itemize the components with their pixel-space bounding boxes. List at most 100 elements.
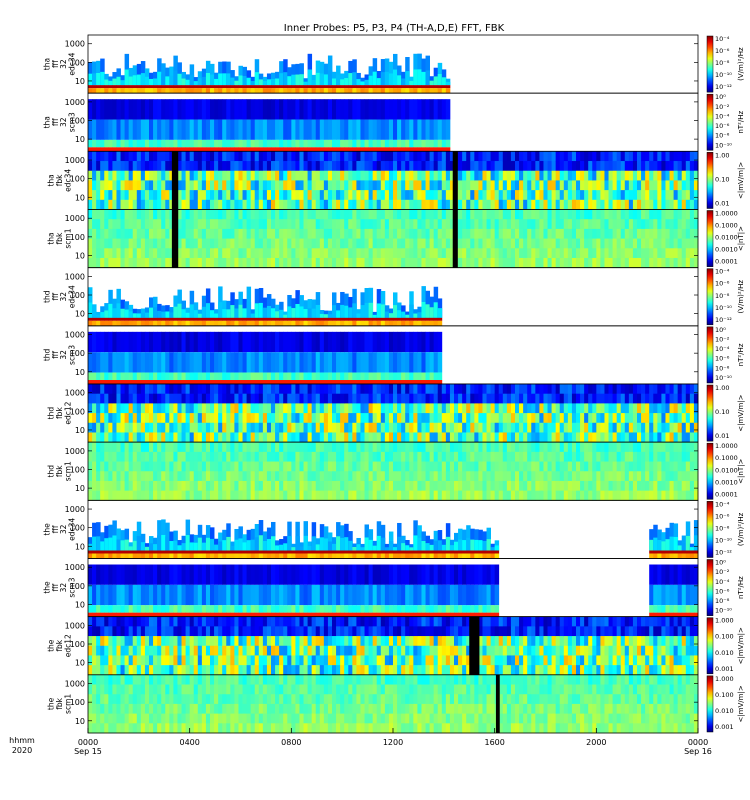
colorbar-unit: (V/m)²/Hz [737, 47, 745, 81]
colorbar-tick-label: 0.0001 [715, 258, 738, 266]
colorbar-tick-label: 10⁻¹⁰ [715, 71, 732, 79]
colorbar-tick-label: 10⁻² [715, 568, 730, 576]
colorbar-tick-label: 10⁻¹² [715, 83, 732, 91]
colorbar-tick-label: 0.0010 [715, 246, 738, 254]
colorbar-unit: nT²/Hz [737, 576, 745, 599]
colorbar-tick-label: 10⁻¹⁰ [715, 304, 732, 312]
colorbar-tick-label: 10⁰ [715, 93, 726, 101]
colorbar-tick-label: 0.0100 [715, 234, 738, 242]
x-tick-label: 1200 [383, 738, 403, 747]
freq-tick-label: 1000 [65, 447, 85, 456]
colorbar-tick-label: 10⁻⁴ [715, 112, 730, 120]
freq-tick-label: 100 [70, 466, 85, 475]
colorbar-tick-label: 1.0000 [715, 442, 738, 450]
spectrogram-image [88, 564, 699, 617]
freq-tick-label: 10 [75, 542, 85, 551]
colorbar-tick-label: 10⁻⁴ [715, 268, 730, 276]
panel-5: 1000 100 10 thdfff32edc34 10⁻⁴ 10⁻⁶ 10⁻⁸ 10⁻¹⁰ 1… [42, 267, 745, 327]
freq-tick-label: 10 [75, 368, 85, 377]
colorbar-tick-label: 0.100 [715, 633, 734, 641]
colorbar-tick-label: 10⁻² [715, 335, 730, 343]
colorbar-unit: <|nT|> [737, 226, 745, 251]
freq-tick-label: 1000 [65, 389, 85, 398]
colorbar-tick-label: 10⁻⁸ [715, 524, 730, 532]
colorbar-tick-label: 10⁰ [715, 559, 726, 567]
panel-ylabel: thdfff32edc34 [42, 285, 76, 308]
colorbar-tick-label: 1.000 [715, 675, 734, 683]
colorbar-tick-label: 10⁻⁶ [715, 355, 730, 363]
freq-tick-label: 10 [75, 251, 85, 260]
spectrogram-image [88, 151, 699, 210]
colorbar-tick-label: 1.000 [715, 617, 734, 625]
panel-2: 1000 100 10 thafff32scm3 10⁰ 10⁻²10⁻⁴ 10⁻⁶ 10⁻⁸… [42, 92, 745, 152]
freq-tick-label: 100 [70, 58, 85, 67]
colorbar-tick-label: 10⁻¹² [715, 316, 732, 324]
colorbar-tick-label: 10⁻⁴ [715, 500, 730, 508]
freq-tick-label: 10 [75, 659, 85, 668]
panel-ylabel: thefbkedc12 [47, 634, 73, 657]
colorbar [706, 501, 714, 558]
freq-tick-label: 100 [70, 291, 85, 300]
x-axis-label-line2: 2020 [12, 746, 32, 755]
panel-1: 1000 100 10 thafff32edc34 10⁻⁴ 10⁻⁶ 10⁻⁸ 10⁻¹⁰ 1… [42, 34, 745, 94]
freq-tick-label: 10 [75, 135, 85, 144]
colorbar [706, 152, 714, 209]
colorbar [706, 35, 714, 93]
colorbar-tick-label: 10⁻⁸ [715, 59, 730, 67]
freq-tick-label: 1000 [65, 621, 85, 630]
spectrogram-image [88, 99, 451, 152]
freq-tick-label: 1000 [65, 331, 85, 340]
colorbar [706, 210, 714, 267]
panel-ylabel: thdfbkedc12 [47, 401, 73, 424]
freq-tick-label: 1000 [65, 40, 85, 49]
x-axis-label-line1: hhmm [9, 736, 35, 745]
x-tick-date: Sep 16 [684, 747, 712, 756]
colorbar-tick-label: 10⁻⁴ [715, 345, 730, 353]
colorbar-tick-label: 10⁻⁶ [715, 587, 730, 595]
colorbar-tick-label: 0.01 [715, 200, 729, 208]
colorbar-tick-label: 10⁻¹⁰ [715, 607, 732, 615]
spectrogram-image [88, 519, 699, 559]
freq-tick-label: 10 [75, 600, 85, 609]
colorbar-tick-label: 10⁻⁸ [715, 364, 730, 372]
colorbar-unit: <|nT|> [737, 459, 745, 484]
panel-ylabel: thefff32scm3 [42, 577, 76, 597]
panel-ylabel: thdfff32scm3 [42, 345, 76, 365]
freq-tick-label: 1000 [65, 156, 85, 165]
colorbar-tick-label: 0.01 [715, 432, 729, 440]
panel-ylabel: thafbkscm1 [47, 228, 73, 248]
freq-tick-label: 100 [70, 349, 85, 358]
colorbar [706, 675, 714, 733]
colorbar-tick-label: 0.001 [715, 665, 734, 673]
freq-tick-label: 10 [75, 77, 85, 86]
colorbar-tick-label: 0.10 [715, 408, 729, 416]
freq-tick-label: 100 [70, 698, 85, 707]
colorbar [706, 617, 714, 675]
freq-tick-label: 1000 [65, 563, 85, 572]
freq-tick-label: 1000 [65, 272, 85, 281]
x-tick-label: 2000 [586, 738, 606, 747]
colorbar-tick-label: 10⁻¹⁰ [715, 374, 732, 382]
colorbar-tick-label: 0.10 [715, 175, 729, 183]
x-tick-label: 0000 [688, 738, 708, 747]
spectrogram-image [88, 616, 699, 676]
colorbar [706, 268, 714, 326]
x-tick-label: 0400 [179, 738, 199, 747]
panel-ylabel: thefff32edc34 [42, 518, 76, 541]
colorbar-unit: (V/m)²/Hz [737, 280, 745, 314]
panel-ylabel: thafbkedc34 [47, 169, 73, 192]
freq-tick-label: 100 [70, 640, 85, 649]
colorbar-tick-label: 10⁻⁸ [715, 597, 730, 605]
panel-ylabel: thdfbkscm1 [47, 461, 73, 481]
colorbar-tick-label: 10⁻¹² [715, 549, 732, 557]
freq-tick-label: 10 [75, 426, 85, 435]
colorbar-unit: nT²/Hz [737, 343, 745, 366]
spectrogram-image [88, 209, 699, 269]
freq-tick-label: 10 [75, 310, 85, 319]
colorbar-tick-label: 0.1000 [715, 222, 738, 230]
colorbar-tick-label: 0.001 [715, 723, 734, 731]
